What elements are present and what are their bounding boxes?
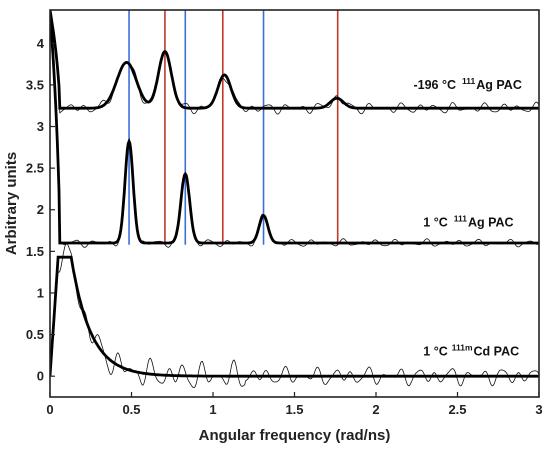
y-tick-label: 0 — [37, 369, 44, 384]
y-tick-label: 4 — [37, 36, 45, 51]
annotation-ag-196: -196 °C 111Ag PAC — [413, 76, 521, 92]
series-annotations: -196 °C 111Ag PAC 1 °C 111Ag PAC 1 °C 111mC… — [413, 76, 521, 358]
y-tick-label: 1.5 — [26, 244, 44, 259]
spectrum-series — [50, 10, 539, 388]
y-tick-label: 0.5 — [26, 327, 44, 342]
y-tick-label: 2 — [37, 202, 44, 217]
x-tick-label: 0 — [46, 402, 53, 417]
y-axis-ticks: 0 0.5 1 1.5 2 2.5 3 3.5 4 — [26, 36, 55, 384]
reference-frequency-lines — [128, 10, 339, 245]
x-tick-label: 1.5 — [285, 402, 303, 417]
x-tick-label: 2.5 — [448, 402, 466, 417]
fit-curve-0 — [50, 10, 539, 110]
x-tick-label: 2 — [372, 402, 379, 417]
annotation-ag-1: 1 °C 111Ag PAC — [423, 213, 513, 229]
x-tick-label: 0.5 — [122, 402, 140, 417]
annotation-cd-1: 1 °C 111mCd PAC — [423, 342, 519, 358]
raw-data-trace-2 — [50, 243, 539, 388]
y-tick-label: 2.5 — [26, 161, 44, 176]
y-tick-label: 3.5 — [26, 77, 44, 92]
x-tick-label: 3 — [535, 402, 542, 417]
raw-data-trace-0 — [50, 10, 539, 115]
y-tick-label: 1 — [37, 285, 44, 300]
x-axis-label: Angular frequency (rad/ns) — [199, 427, 391, 444]
fit-curve-2 — [50, 255, 539, 378]
x-axis-ticks: 0 0.5 1 1.5 2 2.5 3 — [46, 392, 543, 417]
y-tick-label: 3 — [37, 119, 44, 134]
y-axis-label: Arbitrary units — [3, 152, 20, 255]
fit-curve-1 — [50, 10, 539, 245]
x-tick-label: 1 — [209, 402, 216, 417]
